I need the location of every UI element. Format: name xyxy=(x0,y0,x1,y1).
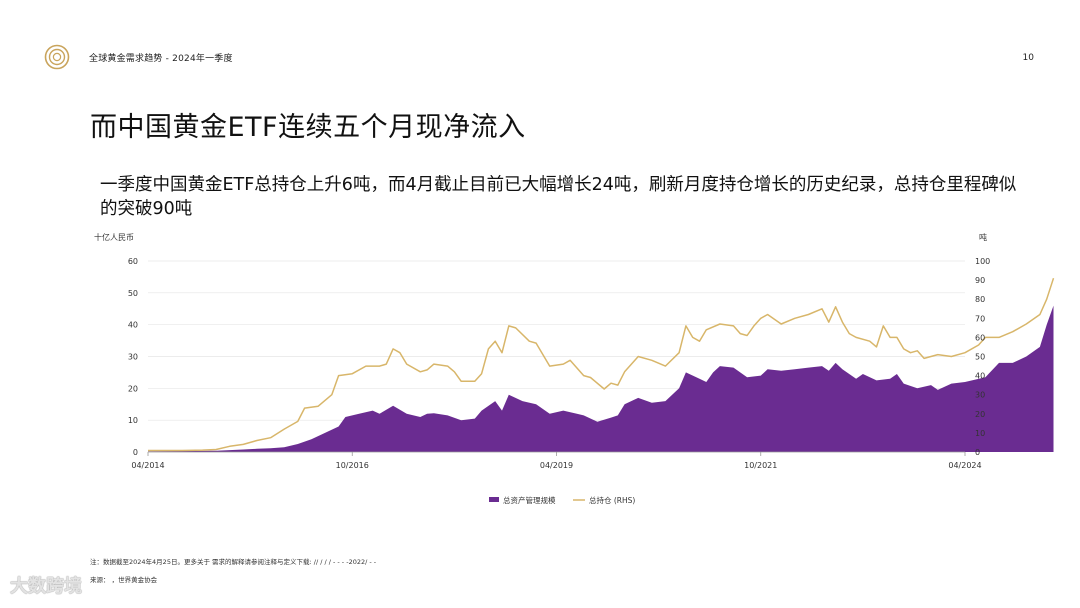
y-right-tick-label: 60 xyxy=(975,333,985,342)
y-right-tick-label: 30 xyxy=(975,391,985,400)
x-tick-label: 04/2019 xyxy=(540,461,573,470)
footnote-note: 注：数据截至2024年4月25日。更多关于 需求的解释请参阅注释与定义下载: /… xyxy=(90,558,377,566)
left-axis-unit-label: 十亿人民币 xyxy=(94,232,134,242)
y-right-tick-label: 80 xyxy=(975,295,985,304)
y-left-tick-label: 30 xyxy=(128,353,138,362)
slide-title: 而中国黄金ETF连续五个月现净流入 xyxy=(90,112,526,143)
series-holdings-line xyxy=(148,277,1055,452)
y-right-tick-label: 90 xyxy=(975,276,985,285)
page-number: 10 xyxy=(1022,53,1034,63)
world-gold-council-logo-icon xyxy=(44,44,70,70)
y-right-tick-label: 40 xyxy=(975,372,985,381)
y-right-tick-label: 20 xyxy=(975,410,985,419)
right-axis-unit-label: 吨 xyxy=(979,232,987,242)
y-right-tick-label: 70 xyxy=(975,314,985,323)
x-tick-label: 10/2016 xyxy=(336,461,369,470)
report-header-title: 全球黄金需求趋势 - 2024年一季度 xyxy=(89,54,233,64)
x-tick-label: 04/2024 xyxy=(948,461,981,470)
chart-line-layer xyxy=(148,277,1055,452)
legend-label-holdings: 总持仓 (RHS) xyxy=(589,495,635,505)
y-left-tick-label: 10 xyxy=(128,416,138,425)
slide-subtitle: 一季度中国黄金ETF总持仓上升6吨，而4月截止目前已大幅增长24吨，刷新月度持仓… xyxy=(100,175,1017,219)
x-tick-label: 10/2021 xyxy=(744,461,777,470)
series-aum-area xyxy=(148,305,1054,452)
y-left-tick-label: 60 xyxy=(128,257,138,266)
watermark-text: 大数跨境 xyxy=(10,576,82,597)
y-left-tick-label: 50 xyxy=(128,289,138,298)
chart-legend: 总资产管理规模 总持仓 (RHS) xyxy=(489,495,635,505)
y-right-tick-label: 50 xyxy=(975,353,985,362)
y-left-tick-label: 40 xyxy=(128,321,138,330)
y-right-tick-label: 0 xyxy=(975,448,980,457)
legend-label-aum: 总资产管理规模 xyxy=(503,495,556,505)
y-right-tick-label: 100 xyxy=(975,257,990,266)
footnote-source: 来源： ，世界黄金协会 xyxy=(90,576,158,584)
y-left-tick-label: 0 xyxy=(133,448,138,457)
legend-swatch-aum xyxy=(489,497,499,502)
y-right-tick-label: 10 xyxy=(975,429,985,438)
chart-area-layer xyxy=(148,305,1054,452)
chart-axes: 0 10 20 30 40 50 60 0 10 20 30 40 50 60 70 80 90 100 04/20… xyxy=(128,257,990,470)
x-tick-label: 04/2014 xyxy=(131,461,164,470)
y-left-tick-label: 20 xyxy=(128,384,138,393)
